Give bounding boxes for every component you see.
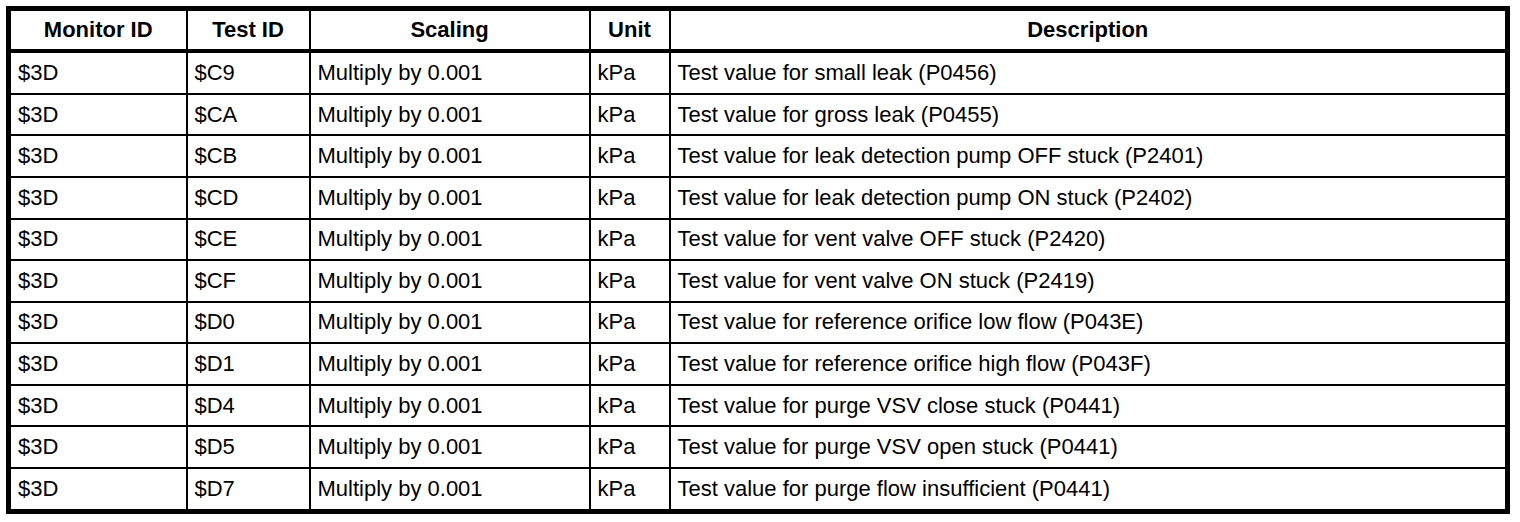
cell-unit: kPa	[590, 94, 670, 136]
table-row: $3D$CEMultiply by 0.001kPaTest value for…	[9, 219, 1508, 261]
table-header: Monitor IDTest IDScalingUnitDescription	[9, 9, 1508, 52]
cell-description: Test value for gross leak (P0455)	[670, 94, 1508, 136]
cell-unit: kPa	[590, 260, 670, 302]
cell-test-id: $CE	[187, 219, 310, 261]
table-row: $3D$C9Multiply by 0.001kPaTest value for…	[9, 51, 1508, 94]
cell-unit: kPa	[590, 302, 670, 344]
cell-description: Test value for leak detection pump ON st…	[670, 177, 1508, 219]
header-row: Monitor IDTest IDScalingUnitDescription	[9, 9, 1508, 52]
cell-unit: kPa	[590, 219, 670, 261]
cell-unit: kPa	[590, 135, 670, 177]
cell-monitor-id: $3D	[9, 426, 187, 468]
cell-description: Test value for leak detection pump OFF s…	[670, 135, 1508, 177]
monitor-test-spec-table: Monitor IDTest IDScalingUnitDescription …	[6, 6, 1510, 514]
column-header-scaling: Scaling	[310, 9, 590, 52]
cell-scaling: Multiply by 0.001	[310, 135, 590, 177]
cell-monitor-id: $3D	[9, 94, 187, 136]
cell-monitor-id: $3D	[9, 385, 187, 427]
spec-table-container: Monitor IDTest IDScalingUnitDescription …	[6, 6, 1510, 514]
cell-scaling: Multiply by 0.001	[310, 343, 590, 385]
cell-scaling: Multiply by 0.001	[310, 51, 590, 94]
cell-scaling: Multiply by 0.001	[310, 426, 590, 468]
cell-description: Test value for purge VSV open stuck (P04…	[670, 426, 1508, 468]
cell-unit: kPa	[590, 177, 670, 219]
cell-test-id: $CA	[187, 94, 310, 136]
table-row: $3D$D4Multiply by 0.001kPaTest value for…	[9, 385, 1508, 427]
cell-description: Test value for small leak (P0456)	[670, 51, 1508, 94]
cell-test-id: $D7	[187, 468, 310, 512]
cell-description: Test value for reference orifice high fl…	[670, 343, 1508, 385]
cell-scaling: Multiply by 0.001	[310, 219, 590, 261]
cell-test-id: $CF	[187, 260, 310, 302]
cell-test-id: $D5	[187, 426, 310, 468]
cell-description: Test value for reference orifice low flo…	[670, 302, 1508, 344]
table-row: $3D$CDMultiply by 0.001kPaTest value for…	[9, 177, 1508, 219]
table-row: $3D$CFMultiply by 0.001kPaTest value for…	[9, 260, 1508, 302]
cell-monitor-id: $3D	[9, 135, 187, 177]
cell-unit: kPa	[590, 426, 670, 468]
cell-unit: kPa	[590, 468, 670, 512]
cell-monitor-id: $3D	[9, 177, 187, 219]
cell-unit: kPa	[590, 385, 670, 427]
table-row: $3D$D5Multiply by 0.001kPaTest value for…	[9, 426, 1508, 468]
cell-test-id: $D4	[187, 385, 310, 427]
table-row: $3D$D7Multiply by 0.001kPaTest value for…	[9, 468, 1508, 512]
cell-description: Test value for vent valve ON stuck (P241…	[670, 260, 1508, 302]
table-row: $3D$CBMultiply by 0.001kPaTest value for…	[9, 135, 1508, 177]
cell-unit: kPa	[590, 343, 670, 385]
table-row: $3D$D0Multiply by 0.001kPaTest value for…	[9, 302, 1508, 344]
column-header-description: Description	[670, 9, 1508, 52]
table-row: $3D$D1Multiply by 0.001kPaTest value for…	[9, 343, 1508, 385]
cell-monitor-id: $3D	[9, 219, 187, 261]
cell-monitor-id: $3D	[9, 468, 187, 512]
cell-monitor-id: $3D	[9, 260, 187, 302]
cell-scaling: Multiply by 0.001	[310, 260, 590, 302]
cell-scaling: Multiply by 0.001	[310, 177, 590, 219]
cell-test-id: $CD	[187, 177, 310, 219]
column-header-test-id: Test ID	[187, 9, 310, 52]
cell-description: Test value for purge VSV close stuck (P0…	[670, 385, 1508, 427]
cell-scaling: Multiply by 0.001	[310, 302, 590, 344]
cell-scaling: Multiply by 0.001	[310, 385, 590, 427]
cell-scaling: Multiply by 0.001	[310, 468, 590, 512]
cell-monitor-id: $3D	[9, 302, 187, 344]
cell-test-id: $C9	[187, 51, 310, 94]
cell-unit: kPa	[590, 51, 670, 94]
cell-description: Test value for vent valve OFF stuck (P24…	[670, 219, 1508, 261]
cell-test-id: $D1	[187, 343, 310, 385]
cell-test-id: $D0	[187, 302, 310, 344]
cell-test-id: $CB	[187, 135, 310, 177]
table-row: $3D$CAMultiply by 0.001kPaTest value for…	[9, 94, 1508, 136]
cell-monitor-id: $3D	[9, 343, 187, 385]
cell-description: Test value for purge flow insufficient (…	[670, 468, 1508, 512]
column-header-monitor-id: Monitor ID	[9, 9, 187, 52]
table-body: $3D$C9Multiply by 0.001kPaTest value for…	[9, 51, 1508, 512]
cell-scaling: Multiply by 0.001	[310, 94, 590, 136]
cell-monitor-id: $3D	[9, 51, 187, 94]
column-header-unit: Unit	[590, 9, 670, 52]
